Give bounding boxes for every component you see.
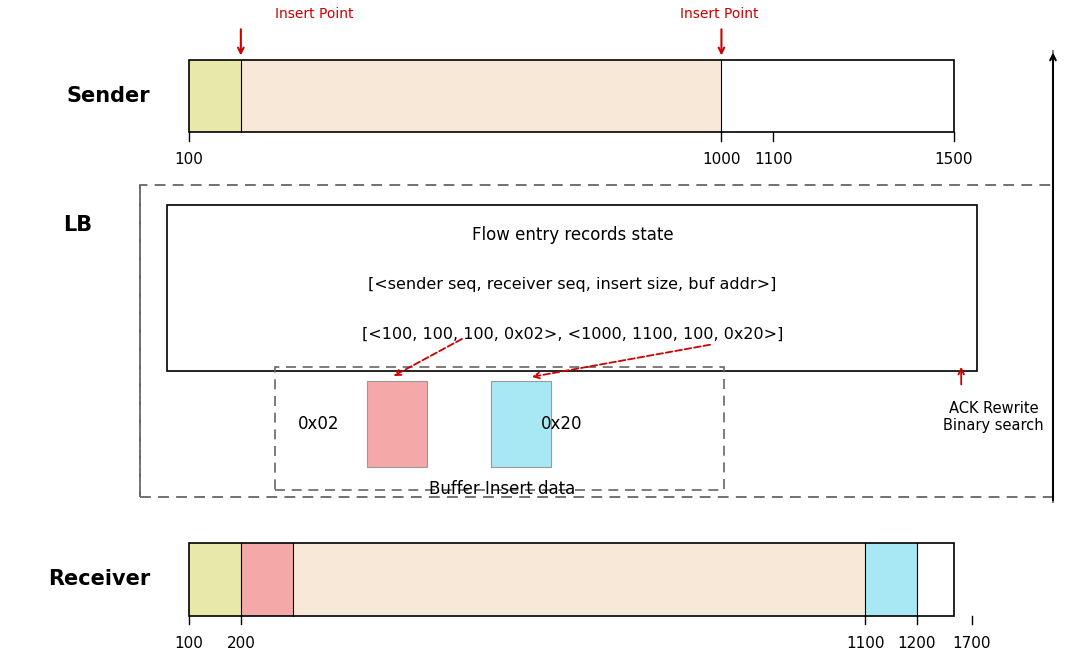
Bar xyxy=(241,543,293,616)
Text: 1200: 1200 xyxy=(897,636,936,651)
Bar xyxy=(491,381,551,467)
Bar xyxy=(275,367,724,490)
Text: Flow entry records state: Flow entry records state xyxy=(472,226,673,244)
Text: 1100: 1100 xyxy=(754,152,793,167)
Bar xyxy=(293,543,865,616)
Text: 0x20: 0x20 xyxy=(541,414,582,433)
Text: 0x02: 0x02 xyxy=(298,414,339,433)
Text: 100: 100 xyxy=(175,636,203,651)
Text: Receiver: Receiver xyxy=(49,569,150,589)
Bar xyxy=(721,60,954,132)
Bar xyxy=(189,60,954,132)
Bar xyxy=(140,185,1053,496)
Text: 1700: 1700 xyxy=(953,636,991,651)
Text: [<sender seq, receiver seq, insert size, buf addr>]: [<sender seq, receiver seq, insert size,… xyxy=(368,277,777,292)
Bar xyxy=(917,543,954,616)
Bar xyxy=(241,60,721,132)
Text: 100: 100 xyxy=(175,152,203,167)
Text: 1100: 1100 xyxy=(846,636,885,651)
Text: 200: 200 xyxy=(227,636,255,651)
Bar xyxy=(189,60,241,132)
Text: Sender: Sender xyxy=(66,86,150,106)
Text: ACK Rewrite
Binary search: ACK Rewrite Binary search xyxy=(943,401,1044,433)
Bar xyxy=(189,543,241,616)
Text: 1000: 1000 xyxy=(702,152,741,167)
Text: [<100, 100, 100, 0x02>, <1000, 1100, 100, 0x20>]: [<100, 100, 100, 0x02>, <1000, 1100, 100… xyxy=(362,327,783,342)
Bar xyxy=(367,381,427,467)
Text: Buffer Insert data: Buffer Insert data xyxy=(429,480,576,498)
Text: 1500: 1500 xyxy=(934,152,973,167)
Bar xyxy=(167,205,977,371)
Text: Insert Point: Insert Point xyxy=(275,7,354,21)
Bar xyxy=(189,543,954,616)
Text: LB: LB xyxy=(64,215,92,235)
Bar xyxy=(865,543,917,616)
Text: Insert Point: Insert Point xyxy=(680,7,759,21)
